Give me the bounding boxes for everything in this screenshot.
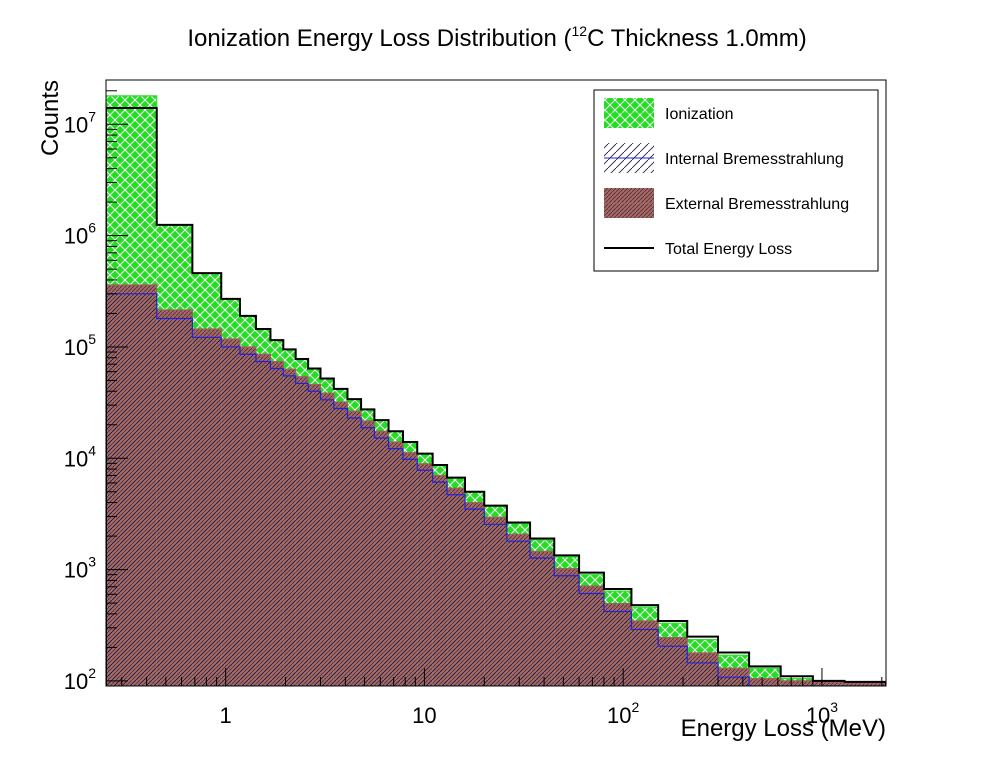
external-bremesstrahlung-bin <box>844 682 886 686</box>
legend-label: Total Energy Loss <box>665 241 792 258</box>
internal-bremesstrahlung-bin <box>718 677 750 686</box>
internal-bremesstrahlung-bin <box>308 391 321 686</box>
internal-bremesstrahlung-bin <box>658 646 688 686</box>
internal-bremesstrahlung-bin <box>579 593 604 686</box>
external-bremesstrahlung-bin <box>780 680 813 686</box>
y-tick-label: 105 <box>64 331 96 360</box>
internal-bremesstrahlung-bin <box>530 558 555 686</box>
x-tick-label: 1 <box>220 703 232 728</box>
internal-bremesstrahlung-bin <box>554 575 580 686</box>
external-bremesstrahlung-bin <box>749 678 781 686</box>
y-axis-title: Counts <box>37 80 64 156</box>
internal-bremesstrahlung-bin <box>388 448 403 686</box>
external-bremesstrahlung-bin <box>812 681 845 686</box>
internal-bremesstrahlung-bin <box>283 375 296 686</box>
legend-item-external-bremesstrahlung: External Bremesstrahlung <box>604 188 849 218</box>
legend-label: Ionization <box>665 106 734 123</box>
internal-bremesstrahlung-bin <box>432 482 448 686</box>
internal-bremesstrahlung-bin <box>687 662 719 686</box>
y-tick-label: 106 <box>64 220 96 249</box>
internal-bremesstrahlung-bin <box>156 318 193 686</box>
internal-bremesstrahlung-bin <box>361 427 375 686</box>
legend-item-internal-bremesstrahlung: Internal Bremesstrahlung <box>604 143 844 173</box>
internal-bremesstrahlung-bin <box>106 293 157 686</box>
y-tick-label: 107 <box>64 108 96 137</box>
internal-bremesstrahlung-bin <box>295 383 309 686</box>
internal-bremesstrahlung-outline <box>106 293 886 686</box>
chart-title: Ionization Energy Loss Distribution (12C… <box>187 23 806 52</box>
y-tick-label: 104 <box>64 442 96 471</box>
external-bremesstrahlung-outline <box>106 284 886 686</box>
internal-bremesstrahlung-bin <box>333 408 348 686</box>
y-tick-label: 102 <box>64 665 96 694</box>
x-tick-label: 103 <box>806 699 838 728</box>
axis-ticks <box>106 90 883 687</box>
internal-bremesstrahlung-bin <box>506 541 531 686</box>
internal-bremesstrahlung-bin <box>239 354 256 686</box>
internal-bremesstrahlung-bin <box>447 494 466 686</box>
internal-bremesstrahlung-bin <box>192 337 222 686</box>
internal-bremesstrahlung-bin <box>631 629 659 686</box>
internal-bremesstrahlung-bin <box>374 438 389 686</box>
x-tick-label: 10 <box>412 703 436 728</box>
y-tick-label: 103 <box>64 554 96 583</box>
legend-item-ionization: Ionization <box>604 98 734 128</box>
legend-label: External Bremesstrahlung <box>665 196 849 213</box>
internal-bremesstrahlung-bin <box>270 368 284 686</box>
plot-frame <box>105 79 887 687</box>
internal-bremesstrahlung-bin <box>603 611 632 686</box>
total-energy-loss-series <box>106 107 886 686</box>
x-axis-title: Energy Loss (MeV) <box>681 715 886 742</box>
internal-bremesstrahlung-bin <box>320 399 334 686</box>
total-energy-loss-outline <box>106 107 886 686</box>
internal-bremesstrahlung-bin <box>484 524 507 686</box>
legend-label: Internal Bremesstrahlung <box>665 151 844 168</box>
x-tick-label: 102 <box>607 699 639 728</box>
legend-item-total-energy-loss: Total Energy Loss <box>604 241 792 258</box>
internal-bremesstrahlung-bin <box>465 509 485 686</box>
internal-bremesstrahlung-bin <box>255 361 271 686</box>
internal-bremesstrahlung-bin <box>347 417 362 686</box>
internal-bremesstrahlung-bin <box>417 470 433 686</box>
internal-bremesstrahlung-bin <box>402 459 418 686</box>
legend: Ionization Internal Bremesstrahlung Extern… <box>593 89 879 272</box>
histogram-bars <box>106 95 886 686</box>
internal-bremesstrahlung-bin <box>221 346 240 686</box>
axis-tick-labels: 1 10 102 103 102 103 104 105 106 107 <box>64 108 839 728</box>
internal-bremesstrahlung-series <box>106 293 886 686</box>
